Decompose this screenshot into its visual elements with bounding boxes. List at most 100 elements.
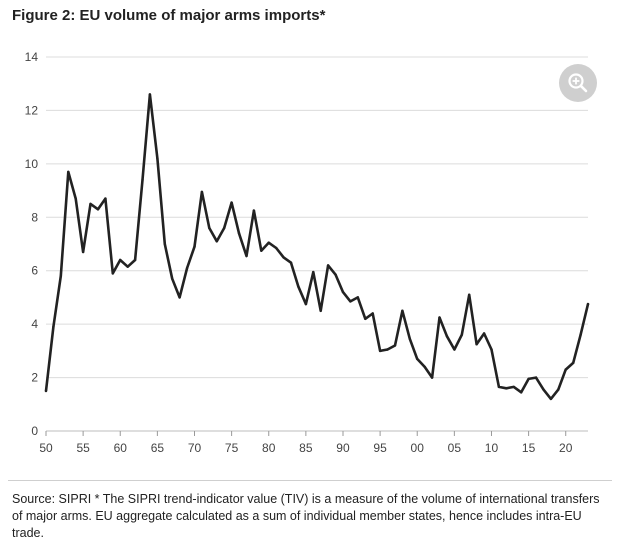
data-point-2012 bbox=[505, 387, 508, 390]
data-point-1973 bbox=[215, 240, 218, 243]
data-point-1980 bbox=[267, 241, 270, 244]
data-point-1954 bbox=[74, 197, 77, 200]
data-point-2005 bbox=[453, 348, 456, 351]
data-point-2001 bbox=[423, 365, 426, 369]
data-point-1987 bbox=[319, 309, 322, 312]
data-point-1997 bbox=[393, 344, 397, 347]
data-point-1967 bbox=[171, 277, 174, 280]
data-point-1957 bbox=[96, 208, 100, 211]
data-point-1952 bbox=[59, 274, 62, 278]
x-tick-label: 95 bbox=[373, 441, 387, 455]
data-point-1953 bbox=[67, 170, 70, 174]
data-point-1950 bbox=[44, 389, 48, 393]
data-point-1996 bbox=[386, 348, 389, 351]
data-point-2017 bbox=[542, 388, 545, 391]
x-tick-label: 50 bbox=[39, 441, 53, 455]
data-point-2022 bbox=[579, 333, 582, 336]
data-point-1977 bbox=[245, 254, 248, 258]
data-point-1979 bbox=[260, 249, 263, 252]
divider-top bbox=[8, 480, 612, 481]
x-tick-label: 15 bbox=[522, 441, 536, 455]
x-tick-label: 05 bbox=[448, 441, 462, 455]
y-tick-label: 10 bbox=[25, 157, 39, 171]
series-points bbox=[44, 93, 590, 401]
x-axis-ticks: 50 55 60 65 70 75 80 85 90 95 00 05 10 15 20 bbox=[39, 431, 573, 455]
data-point-1993 bbox=[364, 317, 367, 320]
data-point-1984 bbox=[297, 285, 300, 288]
data-point-1981 bbox=[275, 246, 278, 250]
data-point-2020 bbox=[564, 368, 567, 371]
x-tick-label: 70 bbox=[188, 441, 202, 455]
x-tick-label: 80 bbox=[262, 441, 276, 455]
data-point-1988 bbox=[326, 264, 330, 267]
data-point-1961 bbox=[126, 265, 129, 268]
data-point-2008 bbox=[475, 343, 478, 346]
data-point-2009 bbox=[482, 332, 486, 335]
data-point-1975 bbox=[230, 201, 233, 204]
data-point-1964 bbox=[148, 93, 152, 96]
y-tick-label: 0 bbox=[31, 424, 38, 438]
x-tick-label: 90 bbox=[336, 441, 350, 455]
x-tick-label: 60 bbox=[114, 441, 128, 455]
data-point-1951 bbox=[52, 325, 55, 328]
data-point-1999 bbox=[408, 337, 411, 340]
figure-title: Figure 2: EU volume of major arms import… bbox=[12, 7, 326, 24]
data-point-2004 bbox=[445, 335, 449, 338]
data-point-2010 bbox=[490, 348, 493, 351]
data-point-1992 bbox=[356, 296, 359, 299]
data-point-2013 bbox=[512, 385, 515, 389]
data-point-1965 bbox=[156, 157, 159, 160]
data-point-1974 bbox=[223, 226, 226, 230]
data-point-2007 bbox=[468, 293, 471, 296]
x-tick-label: 10 bbox=[485, 441, 499, 455]
data-point-2019 bbox=[557, 388, 560, 391]
y-tick-label: 12 bbox=[25, 103, 39, 117]
zoom-button[interactable] bbox=[559, 64, 597, 102]
data-point-1989 bbox=[334, 273, 337, 276]
data-point-1972 bbox=[208, 226, 211, 230]
data-point-2002 bbox=[430, 376, 434, 379]
data-point-2006 bbox=[460, 333, 463, 336]
data-point-1956 bbox=[89, 202, 92, 206]
data-point-1994 bbox=[371, 312, 374, 315]
data-point-2018 bbox=[549, 397, 553, 401]
data-point-1968 bbox=[178, 296, 181, 299]
source-note: Source: SIPRI * The SIPRI trend-indicato… bbox=[12, 492, 600, 540]
data-point-1985 bbox=[304, 302, 308, 306]
x-tick-label: 75 bbox=[225, 441, 239, 455]
data-point-1995 bbox=[378, 349, 382, 353]
data-point-1959 bbox=[111, 272, 115, 275]
data-point-1998 bbox=[401, 309, 404, 312]
line-chart: 0 2 4 6 8 10 12 14 50 55 60 65 70 75 80 85 90 95 00 05 10 15… bbox=[25, 50, 590, 455]
data-point-1971 bbox=[200, 190, 204, 194]
data-point-2014 bbox=[520, 391, 523, 394]
x-tick-label: 85 bbox=[299, 441, 313, 455]
data-point-1990 bbox=[341, 290, 345, 294]
y-tick-label: 4 bbox=[31, 317, 38, 331]
x-tick-label: 20 bbox=[559, 441, 573, 455]
zoom-in-icon bbox=[568, 73, 588, 93]
data-point-1970 bbox=[193, 245, 196, 248]
data-point-1960 bbox=[119, 258, 122, 262]
y-tick-label: 6 bbox=[31, 264, 38, 278]
data-point-1982 bbox=[282, 256, 285, 259]
data-point-1962 bbox=[133, 258, 137, 262]
data-point-1978 bbox=[252, 209, 256, 212]
data-point-2021 bbox=[572, 361, 575, 365]
data-point-2016 bbox=[534, 376, 538, 379]
y-axis-ticks: 0 2 4 6 8 10 12 14 bbox=[25, 50, 39, 438]
data-point-1991 bbox=[349, 300, 352, 303]
data-point-1958 bbox=[104, 197, 107, 200]
x-tick-label: 55 bbox=[76, 441, 90, 455]
data-point-2011 bbox=[497, 385, 501, 389]
grid-lines bbox=[46, 56, 588, 432]
data-point-1976 bbox=[237, 232, 241, 235]
data-point-2003 bbox=[438, 316, 441, 319]
data-point-2023 bbox=[586, 302, 590, 306]
data-point-1955 bbox=[81, 250, 85, 254]
data-point-1963 bbox=[141, 178, 144, 182]
x-tick-label: 65 bbox=[151, 441, 165, 455]
y-tick-label: 14 bbox=[25, 50, 39, 64]
data-point-2015 bbox=[527, 377, 530, 381]
data-point-1983 bbox=[289, 261, 293, 264]
